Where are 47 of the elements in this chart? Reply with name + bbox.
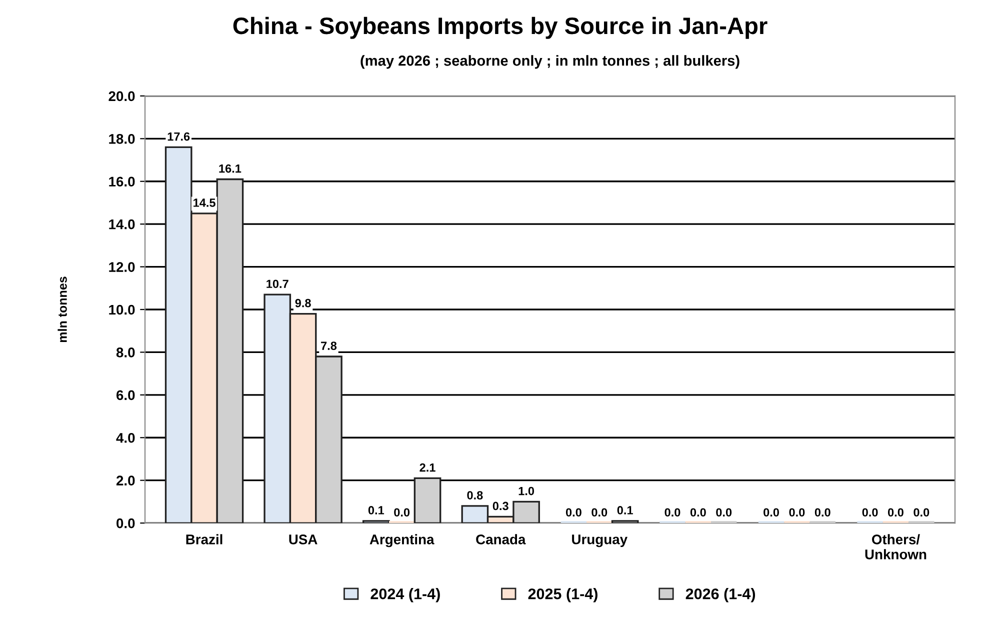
data-label: 14.5	[194, 198, 216, 207]
data-label: 0.0	[888, 508, 904, 517]
data-label: 10.7	[266, 280, 288, 288]
data-label: 0.0	[862, 508, 878, 517]
data-label: 0.0	[716, 508, 732, 517]
data-label: 0.0	[814, 508, 830, 517]
x-tick-label: Brazil	[186, 534, 222, 544]
legend-label: 2024 (1-4)	[370, 588, 440, 602]
y-tick-label: 10.0	[109, 304, 135, 315]
y-tick-label: 6.0	[116, 390, 135, 400]
data-label: 0.0	[664, 508, 680, 517]
data-label: 7.8	[321, 342, 337, 350]
y-tick-label: 4.0	[116, 432, 135, 443]
data-label: 2.1	[420, 463, 436, 472]
legend-label: 2025 (1-4)	[528, 588, 598, 602]
data-label: 0.1	[368, 506, 384, 514]
chart-title: China - Soybeans Imports by Source in Jan-Apr	[233, 16, 768, 39]
data-label: 1.0	[518, 486, 534, 496]
data-label: 0.8	[467, 491, 483, 500]
data-label: 0.0	[789, 508, 805, 517]
y-axis-title: mln tonnes	[58, 276, 67, 342]
legend-label: 2026 (1-4)	[686, 588, 756, 602]
data-label: 16.1	[219, 164, 242, 173]
data-label: 0.0	[690, 508, 706, 517]
y-tick-label: 12.0	[109, 262, 135, 272]
data-label: 0.0	[592, 508, 608, 517]
x-tick-label: Uruguay	[572, 534, 628, 548]
y-tick-label: 14.0	[109, 219, 135, 230]
data-label: 0.0	[764, 508, 779, 517]
y-tick-label: 8.0	[116, 348, 135, 358]
data-label: 0.0	[566, 508, 582, 517]
data-label: 0.0	[394, 508, 410, 517]
x-tick-label: Others/ Unknown	[865, 534, 926, 560]
x-tick-label: USA	[289, 534, 318, 544]
x-tick-label: Argentina	[370, 534, 434, 548]
data-label: 0.3	[492, 502, 508, 510]
y-tick-label: 2.0	[116, 476, 135, 486]
data-label: 0.1	[617, 506, 633, 514]
y-tick-label: 20.0	[108, 91, 135, 102]
data-label: 17.6	[168, 132, 190, 141]
chart-subtitle: (may 2026 ; seaborne only ; in mln tonnes ; all bulkers)	[360, 55, 740, 69]
data-label: 9.8	[295, 298, 311, 308]
y-tick-label: 16.0	[109, 176, 135, 187]
x-tick-label: Canada	[476, 534, 526, 544]
y-tick-label: 0.0	[116, 518, 135, 528]
y-tick-label: 18.0	[109, 134, 135, 144]
data-label: 0.0	[914, 508, 930, 517]
